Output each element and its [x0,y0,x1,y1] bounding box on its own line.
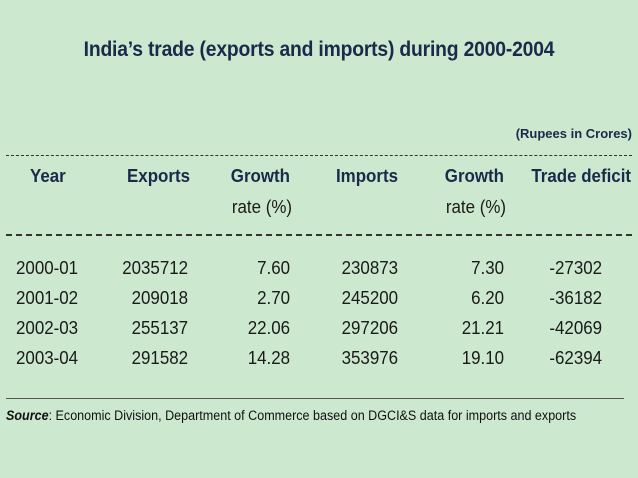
header-year: Year [30,166,66,186]
cell-year: 2002-03 [16,318,79,338]
source-label: Source [6,408,49,423]
header-imports-growth-sub: rate (%) [445,197,506,217]
header-imports-growth: Growth [444,166,504,186]
cell-exports-growth: 7.60 [257,258,290,278]
cell-exports: 291582 [131,348,188,368]
header-exports: Exports [126,166,190,186]
cell-year: 2000-01 [16,258,79,278]
divider-bottom [6,398,624,399]
cell-exports-growth: 22.06 [247,318,290,338]
header-exports-growth-sub: rate (%) [231,197,292,217]
cell-imports: 353976 [341,348,398,368]
header-exports-growth: Growth [230,166,290,186]
cell-imports: 230873 [341,258,398,278]
units-note: (Rupees in Crores) [515,126,632,141]
cell-year: 2001-02 [16,288,79,308]
divider-top [6,155,632,156]
cell-year: 2003-04 [16,348,79,368]
cell-imports-growth: 7.30 [471,258,504,278]
cell-exports: 2035712 [122,258,188,278]
cell-imports: 297206 [341,318,398,338]
cell-trade-deficit: -36182 [549,288,602,308]
source-note: Source: Economic Division, Department of… [6,408,576,423]
cell-trade-deficit: -42069 [549,318,602,338]
cell-trade-deficit: -27302 [549,258,602,278]
cell-imports: 245200 [341,288,398,308]
cell-imports-growth: 6.20 [471,288,504,308]
divider-header [6,234,632,236]
cell-exports-growth: 14.28 [247,348,290,368]
cell-imports-growth: 21.21 [461,318,504,338]
cell-exports-growth: 2.70 [257,288,290,308]
cell-trade-deficit: -62394 [549,348,602,368]
source-text: : Economic Division, Department of Comme… [48,408,577,423]
cell-imports-growth: 19.10 [461,348,504,368]
cell-exports: 209018 [131,288,188,308]
cell-exports: 255137 [131,318,188,338]
header-trade-deficit: Trade deficit [531,166,631,186]
page-title: India’s trade (exports and imports) duri… [83,38,555,61]
header-imports: Imports [335,166,398,186]
